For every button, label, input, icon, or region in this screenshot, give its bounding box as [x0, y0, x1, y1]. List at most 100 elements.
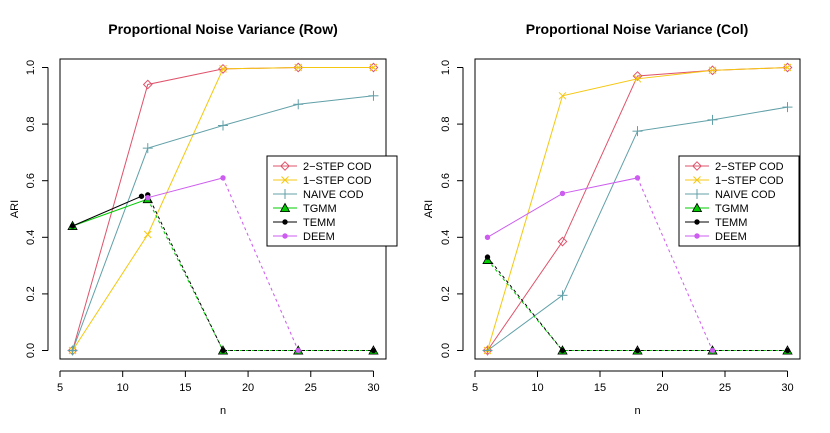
legend-item-naive-cod: NAIVE COD: [685, 189, 776, 201]
data-point: [368, 62, 379, 73]
x-tick-label: 10: [531, 382, 543, 394]
series-line: [147, 177, 224, 199]
data-point: [632, 71, 643, 81]
legend-marker: [281, 176, 289, 184]
data-point: [559, 347, 566, 354]
series-line: [72, 195, 142, 227]
data-point: [67, 345, 78, 356]
data-point: [709, 347, 716, 354]
series-deem: [484, 175, 716, 354]
data-point: [482, 345, 493, 356]
data-point: [782, 102, 793, 113]
data-point: [218, 120, 228, 131]
legend-label: 1−STEP COD: [715, 175, 784, 187]
plot-frame: [474, 58, 801, 360]
data-point: [633, 74, 642, 83]
series-naive-cod: [482, 102, 793, 356]
data-point: [708, 66, 717, 75]
legend-box: [266, 155, 398, 247]
panel-col: Proportional Noise Variance (Col) 5 10 15 20…: [423, 21, 801, 417]
data-point: [369, 63, 378, 72]
data-point: [632, 126, 643, 137]
legend: 2−STEP COD 1−STEP COD NAIVE COD TGMM TEMM DEE…: [678, 155, 800, 247]
legend-label: NAIVE COD: [303, 189, 364, 201]
legend-marker: [694, 233, 700, 239]
data-point-stroke-b: [558, 91, 567, 100]
data-point-stroke-b: [219, 65, 227, 73]
legend-item-1-step-cod: 1−STEP COD: [273, 175, 372, 187]
y-axis-label: ARI: [9, 200, 21, 218]
x-tick-label: 5: [57, 382, 63, 394]
y-tick-label: 0.4: [25, 230, 37, 245]
data-point: [634, 347, 641, 354]
series-naive-cod: [67, 90, 379, 356]
series-line-dashed: [222, 177, 299, 351]
data-point: [559, 190, 566, 197]
x-tick-label: 20: [656, 382, 668, 394]
y-tick-label: 0.0: [25, 343, 37, 358]
legend-marker: [692, 189, 702, 199]
x-axis-label: n: [220, 405, 226, 417]
data-point: [558, 91, 567, 100]
chart-title: Proportional Noise Variance (Row): [108, 21, 338, 37]
legend-item-temm: TEMM: [273, 217, 335, 229]
legend-label: 2−STEP COD: [715, 161, 784, 173]
x-tick-label: 10: [117, 382, 129, 394]
legend-marker: [693, 176, 701, 184]
legend-item-deem: DEEM: [273, 231, 335, 243]
legend-marker: [692, 161, 702, 171]
data-point: [219, 65, 227, 73]
data-point: [783, 63, 792, 72]
legend-item-naive-cod: NAIVE COD: [273, 189, 364, 201]
data-point: [557, 290, 568, 301]
data-point: [142, 79, 153, 90]
x-tick-label: 20: [242, 382, 254, 394]
x-tick-label: 25: [719, 382, 731, 394]
data-point-stroke-b: [783, 63, 792, 72]
data-point: [782, 62, 793, 73]
x-axis-label: n: [634, 405, 640, 417]
y-tick-label: 0.6: [25, 173, 37, 188]
legend-marker: [694, 219, 700, 225]
data-point: [143, 230, 152, 239]
data-point: [294, 63, 303, 72]
y-tick-label: 0.8: [25, 116, 37, 131]
data-point: [293, 99, 304, 110]
x-tick-label: 30: [367, 382, 379, 394]
legend-label: 2−STEP COD: [303, 161, 372, 173]
legend-item-temm: TEMM: [685, 217, 747, 229]
data-point: [69, 223, 76, 229]
y-tick-label: 0.4: [440, 230, 452, 245]
legend-marker: [279, 202, 291, 213]
legend-label: TEMM: [715, 217, 747, 229]
data-point: [138, 193, 145, 199]
series-deem: [145, 175, 301, 354]
data-point: [634, 175, 641, 181]
legend-label: NAIVE COD: [715, 189, 776, 201]
series-line: [487, 177, 638, 238]
legend-label: TEMM: [303, 217, 335, 229]
legend-label: DEEM: [303, 231, 335, 243]
x-tick-label: 25: [305, 382, 317, 394]
x-tick-label: 5: [472, 382, 478, 394]
data-point: [142, 143, 153, 154]
y-tick-label: 1.0: [440, 60, 452, 75]
y-tick-label: 0.0: [440, 343, 452, 358]
series-line-dashed: [147, 194, 374, 352]
series-line-dashed: [487, 259, 788, 352]
legend-marker: [691, 202, 703, 213]
data-point: [784, 347, 791, 354]
legend-marker: [282, 219, 288, 225]
legend-label: TGMM: [715, 203, 749, 215]
legend-marker-stroke-b: [693, 176, 701, 184]
y-tick-label: 0.2: [440, 286, 452, 301]
legend-item-2-step-cod: 2−STEP COD: [273, 161, 372, 173]
data-point: [368, 90, 379, 101]
series-line: [72, 198, 148, 227]
legend-item-tgmm: TGMM: [273, 202, 337, 215]
legend-marker: [280, 161, 290, 171]
chart-title: Proportional Noise Variance (Col): [526, 21, 749, 37]
legend-marker: [282, 233, 288, 239]
data-point-stroke-b: [369, 63, 378, 72]
